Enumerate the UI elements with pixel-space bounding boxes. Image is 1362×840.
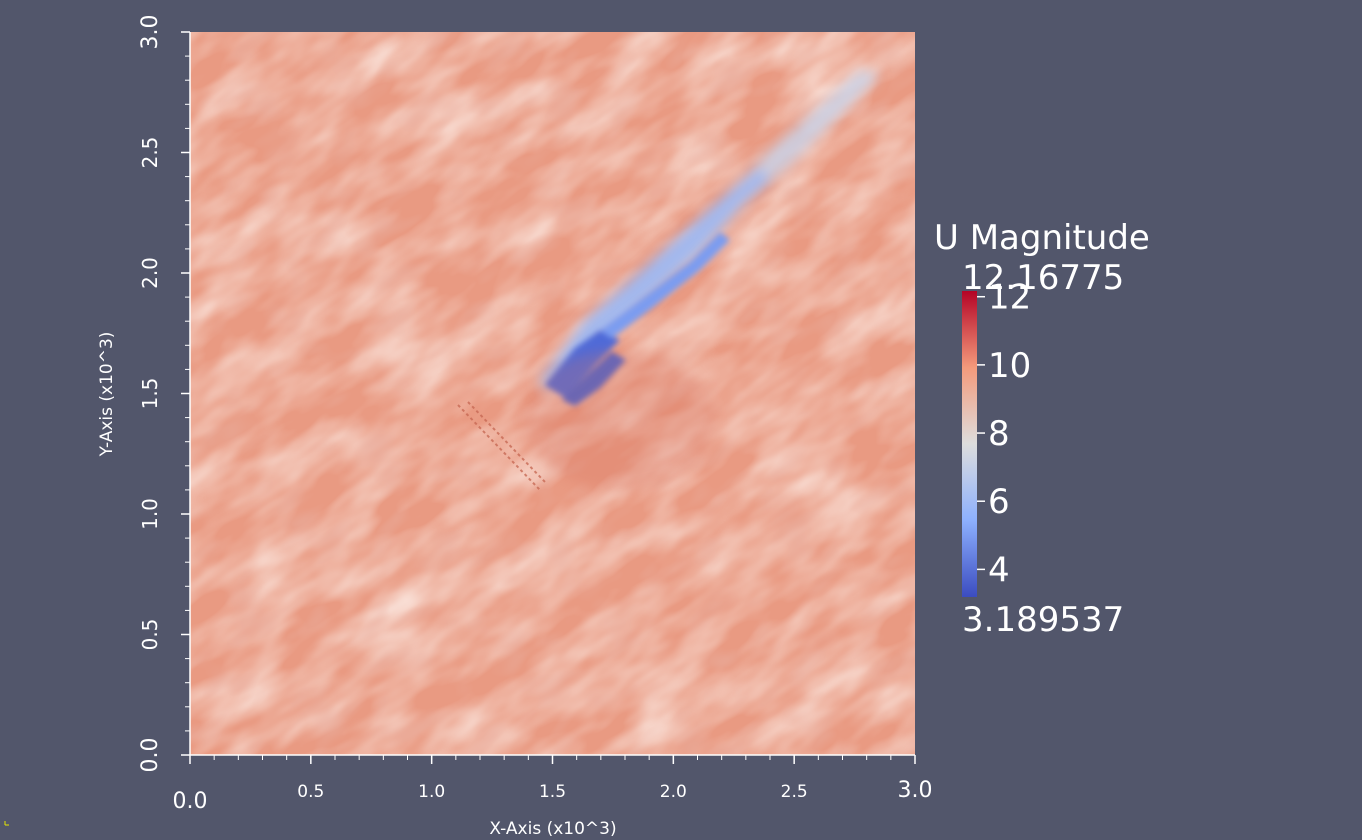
x-tick-label: 1.0 [418,782,445,802]
colorbar-tick-label: 4 [988,550,1010,590]
wake-shadow [525,350,715,490]
y-tick-label: 3.0 [138,15,163,50]
colorbar-title: U Magnitude [934,218,1150,258]
colorbar-min-label: 3.189537 [962,600,1124,640]
y-tick-label: 0.5 [138,619,162,651]
y-tick-label: 0.0 [138,738,163,773]
colorbar-max-label: 12.16775 [962,258,1124,298]
y-axis-title: Y-Axis (x10^3) [97,332,117,458]
x-tick-label: 0.0 [173,789,208,814]
y-ticks: 0.0 0.5 1.0 1.5 2.0 2.5 3.0 [138,15,190,773]
x-tick-label: 3.0 [898,778,933,803]
colorbar-tick-label: 6 [988,482,1010,522]
y-tick-label: 2.0 [138,257,162,289]
x-ticks: 0.0 0.5 1.0 1.5 2.0 2.5 3.0 [173,755,933,814]
colorbar-ticks: 12 10 8 6 4 [977,278,1031,590]
colorbar-gradient [962,291,977,597]
x-tick-label: 0.5 [297,782,324,802]
orientation-axes-icon [4,821,9,826]
x-tick-label: 1.5 [539,782,566,802]
y-tick-label: 1.0 [138,498,162,530]
colorbar-tick-label: 10 [988,346,1031,386]
x-tick-label: 2.0 [660,782,687,802]
colorbar-legend: U Magnitude 12.16775 12 10 8 6 4 3.189537 [934,218,1150,640]
x-axis-title: X-Axis (x10^3) [489,819,616,839]
y-tick-label: 2.5 [138,137,162,169]
colorbar-tick-label: 8 [988,414,1010,454]
x-tick-label: 2.5 [781,782,808,802]
y-tick-label: 1.5 [138,378,162,410]
colorbar-tick-label: 12 [988,278,1031,318]
turbine-row [457,401,546,491]
